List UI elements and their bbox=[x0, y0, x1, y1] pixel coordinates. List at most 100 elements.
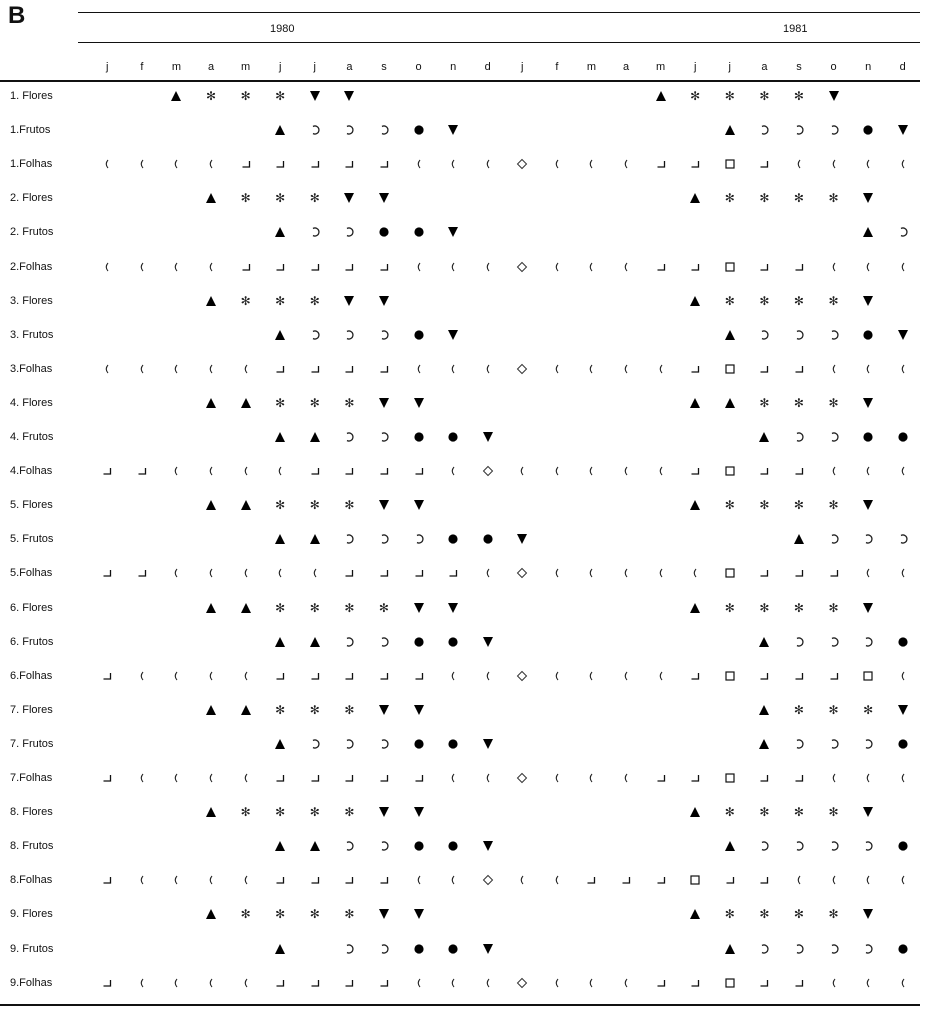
asterisk-icon: ✻ bbox=[793, 600, 804, 615]
triangle-up-icon bbox=[200, 498, 222, 513]
corner-bracket-icon bbox=[788, 566, 810, 581]
triangle-up-icon bbox=[753, 703, 775, 718]
open-paren-icon bbox=[546, 873, 568, 888]
corner-bracket-icon bbox=[269, 260, 291, 275]
triangle-up-icon bbox=[235, 396, 257, 411]
open-paren-icon bbox=[200, 669, 222, 684]
open-paren-icon bbox=[580, 669, 602, 684]
open-paren-icon bbox=[615, 157, 637, 172]
open-paren-icon bbox=[857, 976, 879, 991]
triangle-up-icon bbox=[200, 396, 222, 411]
filled-circle-icon bbox=[442, 532, 464, 547]
open-paren-icon bbox=[615, 976, 637, 991]
open-paren-icon bbox=[823, 260, 845, 275]
triangle-down-icon bbox=[892, 328, 914, 343]
asterisk-icon: ✻ bbox=[828, 293, 839, 308]
corner-bracket-icon bbox=[373, 362, 395, 377]
crescent-icon bbox=[408, 532, 430, 547]
open-paren-icon bbox=[546, 260, 568, 275]
crescent-icon bbox=[823, 328, 845, 343]
open-paren-icon bbox=[546, 157, 568, 172]
filled-circle-icon bbox=[477, 532, 499, 547]
row-label: 4. Flores bbox=[10, 396, 53, 409]
row-label: 2. Frutos bbox=[10, 226, 54, 239]
triangle-down-icon bbox=[477, 430, 499, 445]
triangle-down-icon bbox=[477, 737, 499, 752]
open-paren-icon bbox=[235, 976, 257, 991]
triangle-down-icon bbox=[373, 498, 395, 513]
asterisk-icon: ✻ bbox=[724, 498, 735, 513]
year-label: 1980 bbox=[270, 23, 295, 35]
asterisk-icon: ✻ bbox=[309, 702, 320, 717]
corner-bracket-icon bbox=[753, 873, 775, 888]
corner-bracket-icon bbox=[753, 976, 775, 991]
corner-bracket-icon bbox=[338, 771, 360, 786]
month-label: m bbox=[586, 61, 597, 73]
crescent-icon bbox=[373, 737, 395, 752]
filled-circle-icon bbox=[892, 635, 914, 650]
corner-bracket-icon bbox=[338, 669, 360, 684]
corner-bracket-icon bbox=[580, 873, 602, 888]
triangle-down-icon bbox=[408, 805, 430, 820]
month-label: m bbox=[656, 61, 666, 73]
row-label: 3. Flores bbox=[10, 294, 53, 307]
open-paren-icon bbox=[200, 566, 222, 581]
triangle-up-icon bbox=[200, 294, 222, 309]
open-paren-icon bbox=[408, 157, 430, 172]
open-square-icon bbox=[719, 771, 741, 786]
triangle-up-icon bbox=[684, 907, 706, 922]
open-paren-icon bbox=[580, 566, 602, 581]
open-paren-icon bbox=[165, 873, 187, 888]
open-paren-icon bbox=[200, 771, 222, 786]
filled-circle-icon bbox=[892, 737, 914, 752]
row-label: 4. Frutos bbox=[10, 431, 54, 443]
open-paren-icon bbox=[650, 464, 672, 479]
open-square-icon bbox=[719, 976, 741, 991]
row-label: 1. Flores bbox=[10, 90, 53, 102]
open-paren-icon bbox=[408, 362, 430, 377]
open-paren-icon bbox=[200, 362, 222, 377]
row-label: 5.Folhas bbox=[10, 567, 53, 580]
crescent-icon bbox=[823, 532, 845, 547]
filled-circle-icon bbox=[408, 430, 430, 445]
crescent-icon bbox=[788, 328, 810, 343]
crescent-icon bbox=[338, 532, 360, 547]
asterisk-icon: ✻ bbox=[309, 907, 320, 922]
corner-bracket-icon bbox=[753, 157, 775, 172]
open-paren-icon bbox=[892, 464, 914, 479]
triangle-up-icon bbox=[719, 123, 741, 138]
crescent-icon bbox=[788, 737, 810, 752]
open-paren-icon bbox=[477, 566, 499, 581]
open-paren-icon bbox=[788, 873, 810, 888]
corner-bracket-icon bbox=[269, 669, 291, 684]
year-label: 1981 bbox=[783, 23, 808, 35]
open-paren-icon bbox=[96, 157, 118, 172]
open-paren-icon bbox=[546, 362, 568, 377]
month-label: f bbox=[555, 61, 559, 73]
filled-circle-icon bbox=[408, 635, 430, 650]
corner-bracket-icon bbox=[96, 873, 118, 888]
open-paren-icon bbox=[857, 362, 879, 377]
asterisk-icon: ✻ bbox=[828, 702, 839, 717]
triangle-down-icon bbox=[442, 123, 464, 138]
triangle-up-icon bbox=[269, 635, 291, 650]
open-paren-icon bbox=[235, 771, 257, 786]
open-paren-icon bbox=[200, 976, 222, 991]
asterisk-icon: ✻ bbox=[344, 805, 355, 820]
triangle-up-icon bbox=[269, 225, 291, 240]
open-paren-icon bbox=[131, 669, 153, 684]
open-paren-icon bbox=[857, 260, 879, 275]
open-paren-icon bbox=[200, 260, 222, 275]
filled-circle-icon bbox=[857, 328, 879, 343]
open-paren-icon bbox=[442, 362, 464, 377]
month-label: m bbox=[241, 61, 251, 73]
open-paren-icon bbox=[684, 566, 706, 581]
corner-bracket-icon bbox=[719, 873, 741, 888]
crescent-icon bbox=[857, 737, 879, 752]
open-paren-icon bbox=[477, 771, 499, 786]
month-label: j bbox=[278, 61, 282, 73]
year-rule bbox=[78, 42, 920, 43]
row-label: 9. Flores bbox=[10, 908, 53, 921]
triangle-down-icon bbox=[511, 532, 533, 547]
triangle-down-icon bbox=[477, 635, 499, 650]
